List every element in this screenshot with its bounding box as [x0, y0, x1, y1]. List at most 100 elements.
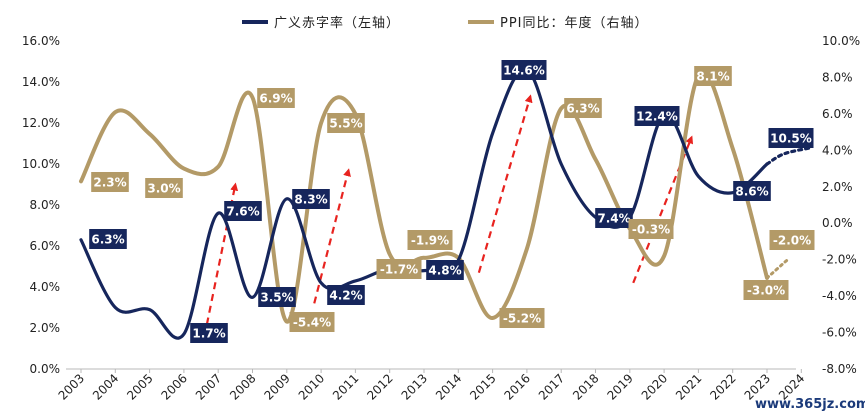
data-label: -3.0% [743, 280, 789, 300]
data-label: 1.7% [190, 323, 228, 343]
data-label-box [224, 201, 262, 221]
data-label: 14.6% [501, 60, 547, 80]
watermark: www.365jz.com [755, 397, 865, 412]
data-label: 12.4% [634, 106, 680, 126]
data-label-box [91, 172, 129, 192]
legend: 广义赤字率（左轴） PPI同比：年度（右轴） [242, 15, 648, 31]
x-tick-label: 2016 [502, 371, 533, 402]
data-label-text: 1.7% [192, 327, 225, 341]
data-label: 8.1% [694, 66, 732, 86]
data-label-text: 6.9% [259, 92, 292, 106]
data-label-box [769, 230, 815, 250]
x-tick-label: 2011 [330, 371, 361, 402]
y-right-tick-label: -8.0% [822, 362, 857, 376]
y-left-tick-label: 4.0% [30, 280, 61, 294]
y-left-tick-label: 6.0% [30, 239, 61, 253]
data-label: -2.0% [769, 230, 815, 250]
data-label-text: 3.5% [260, 291, 293, 305]
data-label: 3.0% [145, 178, 183, 198]
x-tick-label: 2022 [707, 371, 738, 402]
data-label-text: 14.6% [503, 64, 545, 78]
data-label: 3.5% [258, 287, 296, 307]
data-label-text: 4.2% [329, 289, 362, 303]
series-line-ppi [79, 70, 769, 324]
series-line-deficit [79, 67, 769, 340]
data-label-text: -5.2% [503, 312, 541, 326]
data-label-text: 2.3% [93, 176, 126, 190]
x-tick-label: 2003 [56, 371, 87, 402]
data-label: 7.6% [224, 201, 262, 221]
data-label: 6.3% [89, 229, 127, 249]
data-label: -5.4% [289, 312, 335, 332]
data-label: 8.3% [292, 189, 330, 209]
y-left-tick-label: 14.0% [22, 75, 60, 89]
data-label-box [327, 113, 365, 133]
data-label-text: -2.0% [773, 234, 811, 248]
y-left-tick-label: 2.0% [30, 321, 61, 335]
data-label-box [376, 259, 422, 279]
data-label-text: 8.3% [294, 193, 327, 207]
trend-arrow [477, 94, 533, 273]
data-label-text: 10.5% [770, 132, 812, 146]
data-label-text: -1.7% [380, 263, 418, 277]
x-tick-label: 2021 [673, 371, 704, 402]
data-label-box [89, 229, 127, 249]
data-label: 5.5% [327, 113, 365, 133]
data-label: 7.4% [595, 208, 633, 228]
x-tick-label: 2005 [124, 371, 155, 402]
y-right-tick-label: -4.0% [822, 289, 857, 303]
data-label-text: -5.4% [293, 316, 331, 330]
data-label-text: 4.8% [428, 264, 461, 278]
axes: 0.0% 2.0% 4.0% 6.0% 8.0% 10.0% 12.0% 14.0% 16.0%… [22, 34, 860, 403]
data-label-box [327, 285, 365, 305]
y-left-tick-label: 16.0% [22, 34, 60, 48]
data-label-box [292, 189, 330, 209]
data-label: -1.9% [407, 230, 453, 250]
data-label-text: -1.9% [411, 234, 449, 248]
data-label-box [743, 280, 789, 300]
data-label-box [595, 208, 633, 228]
x-tick-label: 2015 [467, 371, 498, 402]
trend-arrow [203, 182, 239, 337]
y-right-tick-label: -6.0% [822, 326, 857, 340]
y-left-tick-label: 10.0% [22, 157, 60, 171]
data-label-text: 7.4% [597, 212, 630, 226]
data-label: -0.3% [628, 219, 674, 239]
x-tick-label: 2007 [193, 371, 224, 402]
data-label: 4.8% [426, 260, 464, 280]
data-label-text: 6.3% [566, 102, 599, 116]
data-label-box [634, 106, 680, 126]
x-tick-label: 2018 [570, 371, 601, 402]
projection-line-ppi [765, 258, 790, 280]
series-lines [79, 67, 814, 340]
data-label-box [258, 287, 296, 307]
data-label-text: 3.0% [147, 182, 180, 196]
y-right-tick-label: 0.0% [822, 216, 853, 230]
data-label-text: 8.1% [696, 70, 729, 84]
data-label-box [407, 230, 453, 250]
data-label: -5.2% [499, 308, 545, 328]
data-label: -1.7% [376, 259, 422, 279]
data-label-text: 7.6% [226, 205, 259, 219]
data-labels: 6.3% 1.7% 7.6% 3.5% 8.3% 4.2% 4.8% 14.6% 7.4% 12.… [89, 60, 815, 343]
data-label-box [564, 98, 602, 118]
data-label: 4.2% [327, 285, 365, 305]
data-label: 2.3% [91, 172, 129, 192]
data-label-box [145, 178, 183, 198]
data-label-box [426, 260, 464, 280]
x-tick-label: 2017 [536, 371, 567, 402]
data-label-box [289, 312, 335, 332]
x-tick-label: 2013 [399, 371, 430, 402]
x-tick-label: 2006 [159, 371, 190, 402]
y-right-tick-label: 8.0% [822, 70, 853, 84]
data-label-text: 5.5% [329, 117, 362, 131]
y-right-tick-label: -2.0% [822, 253, 857, 267]
data-label: 6.9% [257, 88, 295, 108]
y-left-tick-label: 0.0% [30, 362, 61, 376]
data-label-box [190, 323, 228, 343]
data-label-box [628, 219, 674, 239]
data-label: 6.3% [564, 98, 602, 118]
annotation-arrows [203, 94, 694, 337]
x-tick-label: 2009 [261, 371, 292, 402]
